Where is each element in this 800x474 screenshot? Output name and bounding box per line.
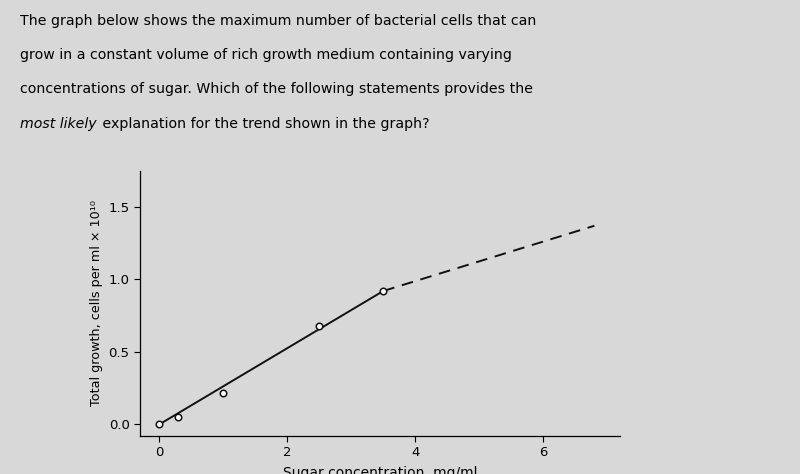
Text: grow in a constant volume of rich growth medium containing varying: grow in a constant volume of rich growth… xyxy=(20,48,512,63)
Point xyxy=(377,287,390,295)
Text: The graph below shows the maximum number of bacterial cells that can: The graph below shows the maximum number… xyxy=(20,14,536,28)
Y-axis label: Total growth, cells per ml × 10¹⁰: Total growth, cells per ml × 10¹⁰ xyxy=(90,201,103,406)
Point xyxy=(217,389,230,396)
Point xyxy=(313,322,326,329)
Text: explanation for the trend shown in the graph?: explanation for the trend shown in the g… xyxy=(98,117,430,131)
Point xyxy=(172,413,185,421)
Text: concentrations of sugar. Which of the following statements provides the: concentrations of sugar. Which of the fo… xyxy=(20,82,533,97)
X-axis label: Sugar concentration, mg/ml: Sugar concentration, mg/ml xyxy=(282,466,478,474)
Text: most likely: most likely xyxy=(20,117,97,131)
Point xyxy=(153,421,166,428)
